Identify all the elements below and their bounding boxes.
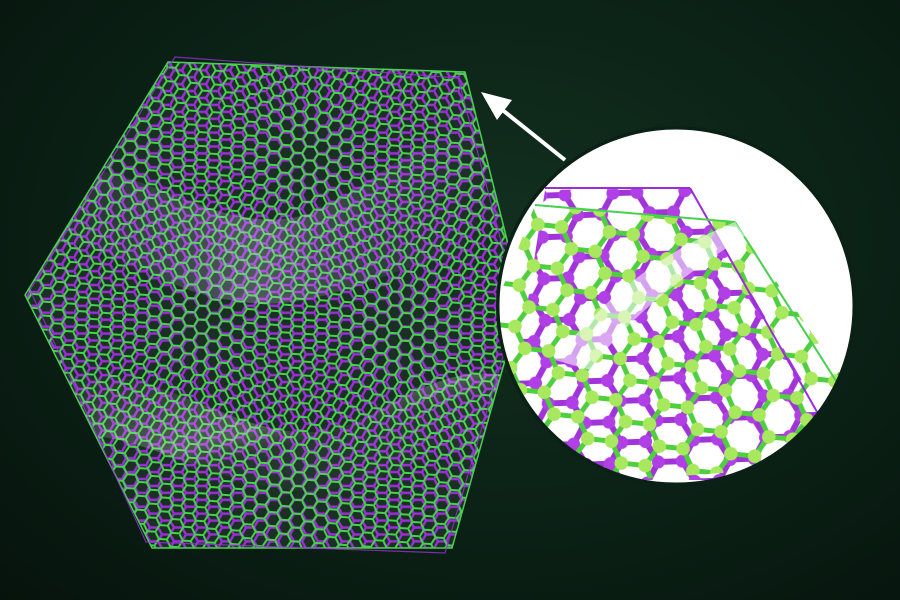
fold-highlight-lower — [60, 373, 520, 491]
peel-highlight — [555, 222, 745, 370]
fold-highlight — [30, 138, 480, 304]
lattice-sheet — [24, 56, 523, 554]
pointer-arrow — [481, 92, 567, 162]
magnified-inset — [496, 126, 856, 486]
